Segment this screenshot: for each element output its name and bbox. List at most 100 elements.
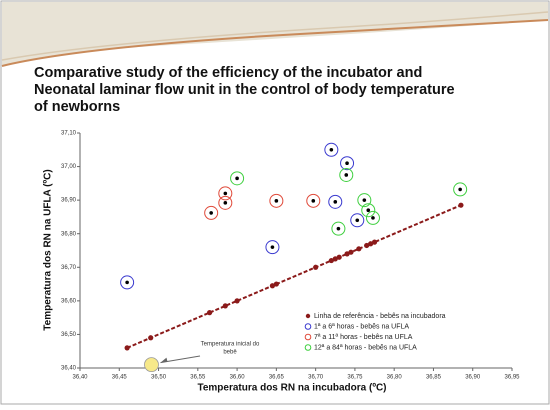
wave-line [1, 11, 549, 61]
point [371, 239, 378, 245]
point [234, 298, 240, 304]
point-ring [218, 186, 233, 201]
point-center [209, 211, 213, 215]
x-tick-label: 36,85 [426, 375, 442, 381]
point [365, 210, 380, 225]
point-ring [120, 275, 135, 290]
legend-label: Linha de referência - bebês na incubador… [314, 313, 446, 320]
point-center [371, 216, 375, 220]
point [120, 275, 135, 290]
y-tick-label: 36,90 [61, 198, 77, 204]
point-center [235, 176, 239, 181]
x-tick-label: 36,55 [190, 375, 206, 381]
y-tick-label: 36,50 [61, 332, 77, 338]
point [273, 281, 279, 287]
x-tick-label: 36,65 [269, 375, 285, 381]
point [348, 249, 354, 255]
point-center [355, 218, 360, 223]
y-tick-label: 36,80 [61, 231, 77, 237]
point [265, 240, 280, 255]
x-tick-label: 36,50 [151, 375, 167, 381]
legend-marker [304, 333, 312, 341]
point-center [223, 201, 228, 205]
y-tick-label: 36,60 [61, 298, 77, 304]
point [332, 256, 338, 262]
point-ring [204, 205, 219, 220]
point-ring [331, 221, 346, 236]
point [306, 193, 321, 208]
point-center [458, 187, 462, 192]
point [222, 303, 228, 309]
point [313, 264, 319, 270]
legend-label: 1ª a 6ª horas - bebês na UFLA [314, 323, 409, 330]
annotation-text: bebê [223, 350, 237, 356]
point [324, 142, 339, 157]
point-ring [361, 203, 376, 218]
title-line: of newborns [34, 99, 120, 115]
x-tick-label: 36,60 [230, 375, 246, 381]
point [336, 254, 342, 260]
wave-decoration [2, 2, 548, 66]
point-ring [328, 194, 343, 209]
point-center [366, 208, 371, 213]
point [350, 213, 365, 228]
point [364, 242, 370, 249]
point-ring [357, 193, 372, 208]
x-axis-label: Temperatura dos RN na incubadora (ºC) [197, 383, 386, 394]
point-center [274, 199, 279, 203]
legend-marker [304, 344, 312, 351]
point-center [270, 245, 275, 249]
y-tick-label: 37,10 [61, 131, 77, 137]
point-ring [306, 193, 321, 208]
legend-label: 12ª a 84ª horas - bebês na UFLA [314, 344, 417, 351]
point [344, 251, 350, 257]
y-tick-label: 36,70 [61, 265, 77, 271]
x-tick-label: 36,80 [387, 375, 403, 381]
x-tick-label: 36,95 [504, 375, 520, 381]
point [356, 246, 362, 252]
y-axis-label: Temperatura dos RN na UFLA (ºC) [43, 169, 54, 330]
point-ring [265, 240, 280, 255]
x-tick-label: 36,40 [72, 375, 88, 381]
point-center [311, 199, 316, 203]
annotation-text: Temperatura inicial do [201, 342, 260, 348]
y-tick-label: 36,40 [61, 366, 77, 372]
point [340, 156, 355, 171]
point [328, 257, 334, 264]
point-center [223, 191, 228, 196]
point-ring [365, 210, 380, 225]
point-ring [324, 142, 339, 157]
x-tick-label: 36,75 [347, 375, 363, 381]
point-ring [350, 213, 365, 228]
point-center [125, 280, 129, 285]
x-tick-label: 36,45 [112, 375, 128, 381]
point-center [336, 226, 341, 231]
point-center [362, 198, 367, 202]
point [148, 335, 154, 341]
wave-line [1, 19, 549, 67]
point [218, 186, 233, 201]
point-ring [453, 182, 468, 197]
point-center [345, 161, 349, 166]
point [368, 241, 374, 247]
legend-marker [304, 323, 312, 330]
point [328, 194, 343, 209]
point-ring [339, 167, 354, 182]
point-center [329, 147, 334, 152]
annotation-marker [144, 357, 159, 373]
point [357, 193, 372, 208]
point-center [344, 173, 349, 177]
title-line: Neonatal laminar flow unit in the contro… [34, 82, 455, 98]
point [230, 171, 245, 186]
point-center [333, 200, 338, 204]
title-line: Comparative study of the efficiency of t… [34, 65, 422, 81]
point [339, 167, 354, 182]
point-ring [218, 195, 233, 210]
point [218, 195, 233, 210]
legend-marker [305, 313, 311, 319]
x-tick-label: 36,90 [465, 375, 481, 381]
point [453, 182, 468, 197]
y-tick-label: 37,00 [61, 164, 77, 170]
point [458, 202, 464, 208]
